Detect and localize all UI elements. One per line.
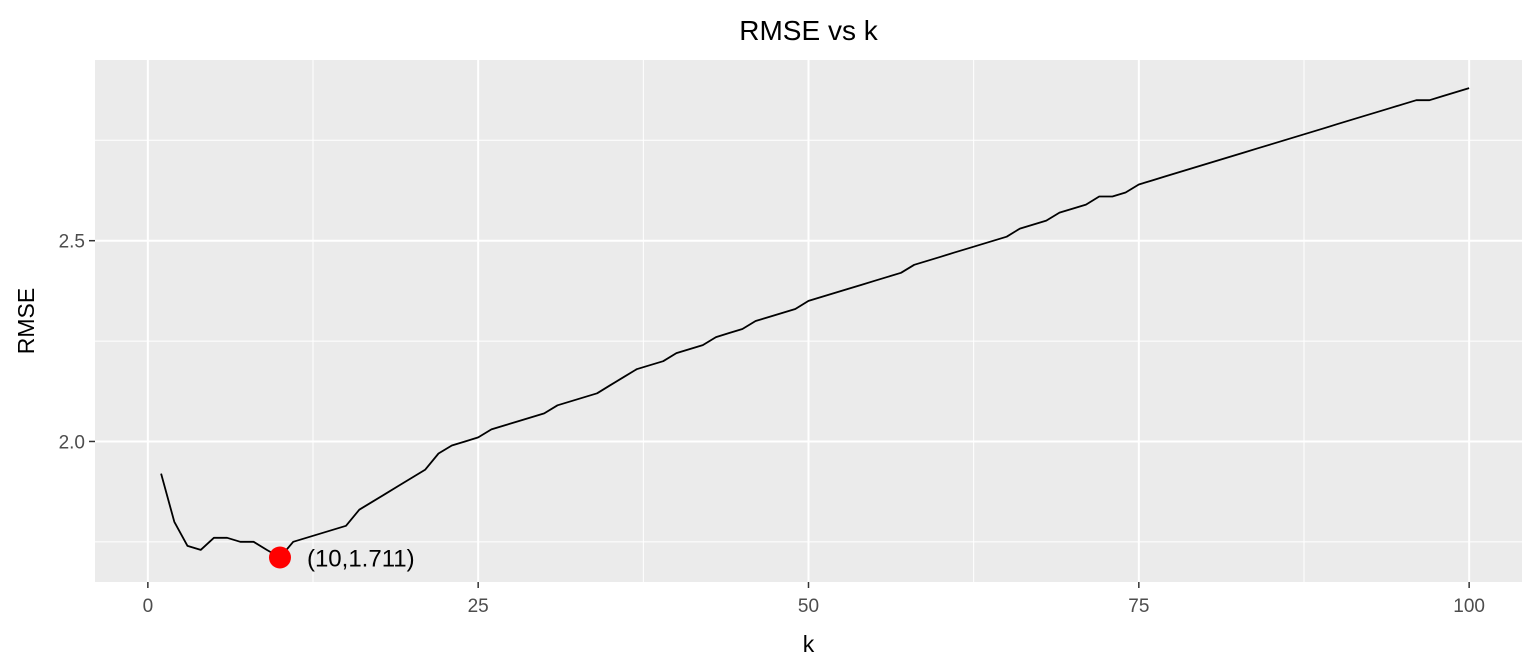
y-tick-label: 2.0 — [59, 432, 85, 453]
x-tick-label: 25 — [468, 596, 489, 617]
x-tick-label: 100 — [1453, 596, 1485, 617]
data-layer — [160, 87, 1470, 569]
minimum-annotation: (10,1.711) — [307, 546, 415, 573]
grid-lines — [95, 60, 1522, 582]
x-tick-label: 0 — [143, 596, 154, 617]
x-tick-label: 50 — [798, 596, 819, 617]
y-tick-label: 2.5 — [59, 232, 85, 253]
y-axis-label: RMSE — [13, 288, 39, 354]
rmse-series-line — [160, 87, 1470, 559]
axes: 0 25 50 75 100 2.0 2.5 — [59, 232, 1485, 617]
chart-title: RMSE vs k — [739, 15, 878, 46]
x-axis-label: k — [803, 631, 815, 657]
x-tick-label: 75 — [1128, 596, 1149, 617]
minimum-point — [268, 546, 291, 569]
